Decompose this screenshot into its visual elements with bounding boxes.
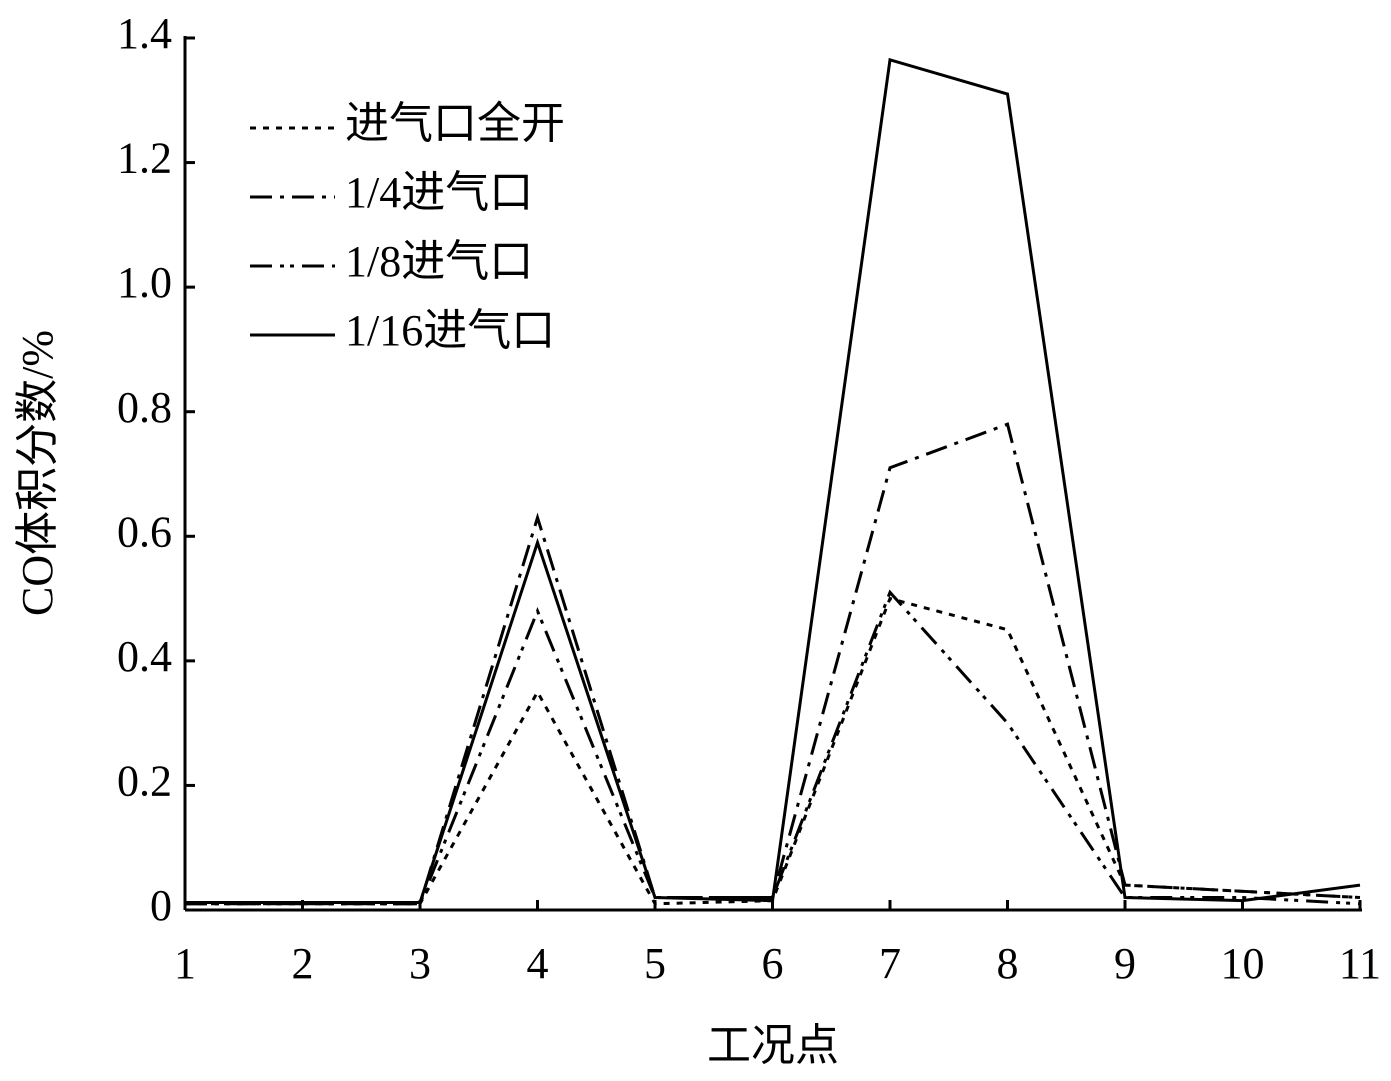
legend-label: 进气口全开 [345,99,565,148]
x-tick-label: 8 [997,939,1019,988]
x-tick-label: 7 [879,939,901,988]
legend-label: 1/16进气口 [345,306,555,355]
x-tick-label: 11 [1339,939,1381,988]
x-tick-label: 2 [292,939,314,988]
x-tick-label: 10 [1221,939,1265,988]
x-tick-label: 4 [527,939,549,988]
legend-label: 1/4进气口 [345,168,533,217]
y-tick-label: 0.2 [117,757,172,806]
x-tick-label: 3 [409,939,431,988]
series-line [185,596,1361,906]
y-tick-label: 0.8 [117,383,172,432]
y-tick-label: 0.6 [117,507,172,556]
y-tick-label: 1.2 [117,134,172,183]
series-line [185,589,1361,906]
y-tick-label: 1.0 [117,258,172,307]
x-axis-label: 工况点 [707,1021,839,1070]
x-tick-label: 6 [762,939,784,988]
x-tick-label: 1 [174,939,196,988]
y-axis-label: CO体积分数/% [13,330,62,616]
series-line [185,422,1361,906]
legend-label: 1/8进气口 [345,237,533,286]
x-tick-label: 9 [1114,939,1136,988]
y-tick-label: 0.4 [117,632,172,681]
y-tick-label: 0 [150,881,172,930]
x-tick-label: 5 [644,939,666,988]
series-line [185,57,1361,905]
y-tick-label: 1.4 [117,9,172,58]
